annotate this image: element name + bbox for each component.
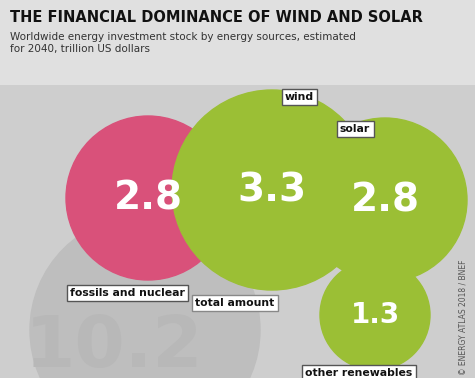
Text: 1.3: 1.3 [351, 301, 399, 329]
Circle shape [172, 90, 372, 290]
Bar [0, 0, 475, 85]
Circle shape [66, 116, 230, 280]
Text: wind: wind [285, 92, 314, 102]
Text: © ENERGY ATLAS 2018 / BNEF: © ENERGY ATLAS 2018 / BNEF [458, 260, 467, 375]
Text: total amount: total amount [195, 298, 274, 308]
Text: 2.8: 2.8 [114, 179, 182, 217]
Text: fossils and nuclear: fossils and nuclear [70, 288, 185, 298]
Text: 3.3: 3.3 [238, 171, 306, 209]
Text: THE FINANCIAL DOMINANCE OF WIND AND SOLAR: THE FINANCIAL DOMINANCE OF WIND AND SOLA… [10, 10, 423, 25]
Circle shape [30, 215, 260, 378]
Text: solar: solar [340, 124, 370, 134]
Text: 10.2: 10.2 [25, 313, 203, 378]
Circle shape [303, 118, 467, 282]
Text: other renewables: other renewables [305, 368, 412, 378]
Text: Worldwide energy investment stock by energy sources, estimated
for 2040, trillio: Worldwide energy investment stock by ene… [10, 32, 356, 54]
Text: 2.8: 2.8 [351, 181, 419, 219]
Circle shape [320, 260, 430, 370]
